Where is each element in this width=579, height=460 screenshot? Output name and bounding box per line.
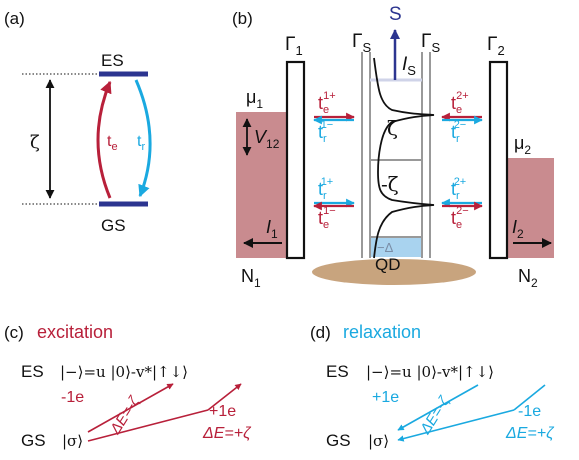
te-arrow xyxy=(96,80,112,199)
panel-d-right-arrow-b xyxy=(397,409,515,442)
panel-c-left-arrow xyxy=(87,383,174,433)
panel-c: (c) excitation ES |−⟩=u |0⟩-v*|↑↓⟩ GS |σ… xyxy=(4,322,252,450)
v12-label: V12 xyxy=(254,127,280,151)
gap-region xyxy=(370,237,422,257)
panel-c-left-charge: -1e xyxy=(61,389,84,406)
tr2p-label: tr2+ xyxy=(451,176,466,202)
panel-b: (b) QD −Δ ζ -ζ S IS Γ1 ΓS ΓS Γ2 xyxy=(232,4,554,290)
barrier-1 xyxy=(285,60,306,260)
panel-c-gs-label: GS xyxy=(21,431,46,450)
panel-d-left-energy: ΔE=-ζ xyxy=(416,393,453,438)
qd-island xyxy=(312,259,476,285)
te1p-label: te1+ xyxy=(318,90,336,116)
panel-c-es-label: ES xyxy=(21,362,44,381)
qd-label: QD xyxy=(375,255,401,274)
panel-c-right-arrow-a xyxy=(87,409,209,442)
panel-d: (d) relaxation ES |−⟩=u |0⟩-v*|↑↓⟩ GS |σ… xyxy=(310,322,555,450)
panel-c-left-energy: ΔE=-ζ xyxy=(106,393,143,438)
panel-d-right-energy: ΔE=+ζ xyxy=(505,425,555,442)
gs-label: GS xyxy=(101,216,126,235)
te2m-label: te2− xyxy=(451,205,469,231)
panel-c-right-energy: ΔE=+ζ xyxy=(202,425,252,442)
barrier-2 xyxy=(488,60,509,260)
te1m-label: te1− xyxy=(318,205,336,231)
panel-c-right-arrow-b xyxy=(207,383,242,411)
panel-d-left-charge: +1e xyxy=(372,389,399,406)
n1-label: N1 xyxy=(241,266,261,290)
panel-c-label: (c) xyxy=(4,323,24,342)
zeta-level-label: ζ xyxy=(387,116,398,140)
is-label: IS xyxy=(402,54,416,78)
gamma-2-label: Γ2 xyxy=(487,34,505,58)
panel-d-title: relaxation xyxy=(343,322,421,342)
te2p-label: te2+ xyxy=(451,90,469,116)
panel-d-label: (d) xyxy=(310,323,331,342)
tr1m-label: tr1− xyxy=(318,119,333,145)
tr-label: tr xyxy=(137,133,145,153)
gamma-1-label: Γ1 xyxy=(285,34,303,58)
tr2m-label: tr2− xyxy=(451,119,466,145)
panel-d-gs-label: GS xyxy=(326,431,351,450)
panel-d-left-arrow xyxy=(397,384,479,431)
panel-c-right-charge: +1e xyxy=(209,403,236,420)
panel-d-right-arrow-a xyxy=(513,384,546,411)
tr1p-label: tr1+ xyxy=(318,176,333,202)
gamma-s-right-label: ΓS xyxy=(421,31,440,55)
mu-2-label: μ2 xyxy=(514,133,531,157)
i1-label: I1 xyxy=(266,217,278,241)
minus-zeta-level-label: -ζ xyxy=(381,172,399,196)
panel-d-es-label: ES xyxy=(326,362,349,381)
panel-b-label: (b) xyxy=(232,9,253,28)
n2-label: N2 xyxy=(518,266,538,290)
te-label: te xyxy=(107,133,118,153)
minus-delta-label: −Δ xyxy=(377,240,394,255)
tr-arrow xyxy=(134,79,152,198)
panel-c-gs-state: |σ⟩ xyxy=(62,432,83,450)
panel-d-right-charge: -1e xyxy=(518,403,541,420)
panel-c-title: excitation xyxy=(37,322,113,342)
panel-a: (a) ES GS ζ te tr xyxy=(4,9,152,235)
dos-curve xyxy=(373,57,435,259)
panel-c-es-state: |−⟩=u |0⟩-v*|↑↓⟩ xyxy=(60,363,188,381)
s-label: S xyxy=(389,4,402,25)
gamma-s-left-label: ΓS xyxy=(352,31,371,55)
es-label: ES xyxy=(101,51,124,70)
zeta-label: ζ xyxy=(30,132,40,153)
mu-1-label: μ1 xyxy=(246,87,263,111)
panel-d-es-state: |−⟩=u |0⟩-v*|↑↓⟩ xyxy=(366,363,494,381)
panel-d-gs-state: |σ⟩ xyxy=(368,432,389,450)
i2-label: I2 xyxy=(512,217,524,241)
panel-a-label: (a) xyxy=(4,9,25,28)
